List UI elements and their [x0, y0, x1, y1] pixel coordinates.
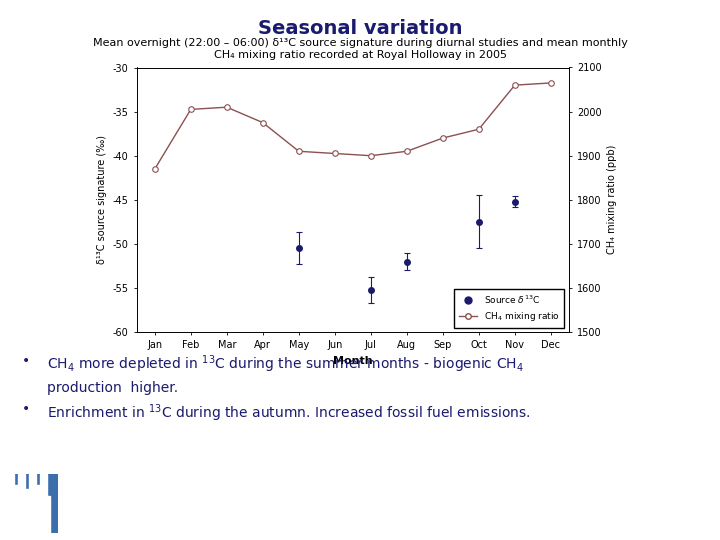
Text: production  higher.: production higher.: [47, 381, 178, 395]
Text: •: •: [22, 354, 30, 368]
X-axis label: Month: Month: [333, 356, 373, 366]
Text: CH₄ mixing ratio recorded at Royal Holloway in 2005: CH₄ mixing ratio recorded at Royal Hollo…: [214, 50, 506, 60]
Text: Enrichment in $^{13}$C during the autumn. Increased fossil fuel emissions.: Enrichment in $^{13}$C during the autumn…: [47, 402, 531, 424]
Text: CH$_4$ more depleted in $^{13}$C during the summer months - biogenic CH$_4$: CH$_4$ more depleted in $^{13}$C during …: [47, 354, 523, 375]
Text: Mean overnight (22:00 – 06:00) δ¹³C source signature during diurnal studies and : Mean overnight (22:00 – 06:00) δ¹³C sour…: [93, 38, 627, 48]
Polygon shape: [7, 474, 50, 540]
Text: •: •: [22, 402, 30, 416]
Y-axis label: δ¹³C source signature (‰): δ¹³C source signature (‰): [97, 136, 107, 264]
Y-axis label: CH₄ mixing ratio (ppb): CH₄ mixing ratio (ppb): [607, 145, 617, 254]
Legend: Source $\delta^{13}$C, CH$_4$ mixing ratio: Source $\delta^{13}$C, CH$_4$ mixing rat…: [454, 289, 564, 328]
Text: Royal Holloway
University of London: Royal Holloway University of London: [591, 488, 698, 511]
Text: Seasonal variation: Seasonal variation: [258, 19, 462, 38]
FancyBboxPatch shape: [7, 474, 58, 532]
